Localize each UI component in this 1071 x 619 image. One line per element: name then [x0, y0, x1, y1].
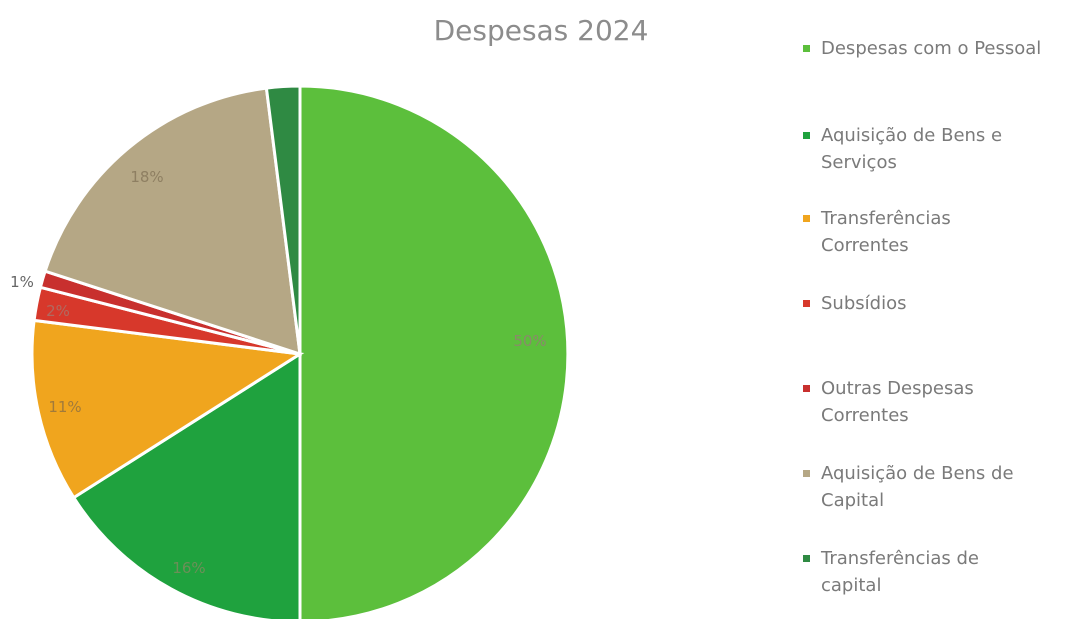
- legend: Despesas com o Pessoal Aquisição de Bens …: [803, 38, 1041, 596]
- legend-marker: [803, 215, 810, 222]
- slice-label-despesas-com-o-pessoal: 50%: [513, 332, 546, 350]
- legend-label: Despesas com o Pessoal: [821, 38, 1041, 59]
- legend-item-subsidios: Subsídios: [803, 293, 906, 314]
- pie-slice-despesas-com-o-pessoal: [298, 84, 570, 619]
- legend-marker: [803, 470, 810, 477]
- chart-title: Despesas 2024: [434, 14, 649, 47]
- legend-label: Transferências Correntes: [820, 208, 951, 256]
- legend-label: Aquisição de Bens e Serviços: [821, 125, 1002, 173]
- pie-slices: [30, 84, 570, 619]
- pie-slice-aquisicao-de-bens-de-capital: [43, 86, 302, 357]
- legend-label: Transferências de capital: [820, 548, 979, 596]
- slice-label-aquisicao-de-bens-de-capital: 18%: [130, 168, 163, 186]
- pie-slice-transferencias-correntes: [30, 318, 305, 500]
- legend-item-transferencias-correntes: Transferências Correntes: [803, 208, 951, 256]
- legend-label: Outras Despesas Correntes: [821, 378, 974, 426]
- slice-label-subsidios: 2%: [46, 302, 70, 320]
- slice-label-aquisicao-de-bens-e-servicos: 16%: [172, 559, 205, 577]
- slice-label-outras-despesas-correntes: 1%: [10, 273, 34, 291]
- slice-label-transferencias-correntes: 11%: [48, 398, 81, 416]
- legend-item-aquisicao-de-bens-de-capital: Aquisição de Bens de Capital: [803, 463, 1014, 511]
- legend-marker: [803, 385, 810, 392]
- legend-item-aquisicao-de-bens-e-servicos: Aquisição de Bens e Serviços: [803, 125, 1002, 173]
- pie-slice-aquisicao-de-bens-e-servicos: [71, 351, 302, 619]
- pie-slice-transferencias-de-capital: [264, 84, 302, 355]
- legend-marker: [803, 555, 810, 562]
- legend-marker: [803, 45, 810, 52]
- legend-label: Aquisição de Bens de Capital: [821, 463, 1014, 511]
- legend-item-outras-despesas-correntes: Outras Despesas Correntes: [803, 378, 974, 426]
- legend-marker: [803, 300, 810, 307]
- slice-labels: 50% 16% 11% 2% 1% 18%: [10, 168, 547, 577]
- legend-item-despesas-com-o-pessoal: Despesas com o Pessoal: [803, 38, 1041, 59]
- legend-label: Subsídios: [821, 293, 906, 314]
- legend-item-transferencias-de-capital: Transferências de capital: [803, 548, 979, 596]
- legend-marker: [803, 132, 810, 139]
